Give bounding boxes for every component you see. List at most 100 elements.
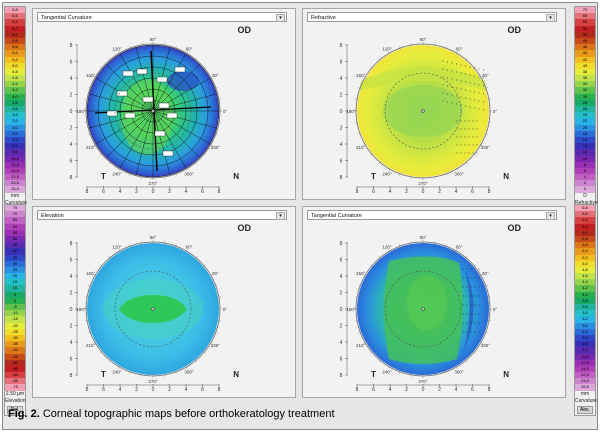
scale-value: 5,5 bbox=[5, 130, 25, 137]
scale-value: 70 bbox=[575, 7, 595, 14]
chevron-down-icon[interactable]: ▾ bbox=[276, 14, 285, 22]
data-dot bbox=[456, 95, 457, 97]
scale-value: 6,4 bbox=[575, 217, 595, 224]
curvature-value-tag bbox=[116, 90, 128, 97]
axis-tick-label: 0 bbox=[340, 109, 343, 115]
angle-label: 300° bbox=[184, 369, 194, 374]
color-scale-refractive: 70 65 60 55 50 48 46 44 42 40 38 36 34 32 30 28 26 24 22 20… bbox=[574, 6, 598, 218]
data-dot bbox=[478, 76, 480, 78]
map-type-dropdown[interactable]: Refractive ▾ bbox=[307, 12, 557, 22]
scale-value: -40 bbox=[5, 347, 25, 354]
angle-label: 60° bbox=[456, 47, 463, 52]
angle-tick bbox=[118, 366, 121, 369]
data-dot bbox=[456, 152, 458, 154]
data-dot bbox=[465, 97, 466, 99]
scale-value: 3,2 bbox=[5, 118, 25, 125]
angle-tick bbox=[100, 264, 103, 267]
scale-value: 32 bbox=[575, 87, 595, 94]
data-dot bbox=[462, 331, 464, 333]
data-dot bbox=[474, 268, 476, 270]
data-dot bbox=[474, 313, 476, 315]
angle-label: 30° bbox=[482, 73, 489, 78]
data-dot bbox=[469, 74, 471, 76]
chevron-down-icon[interactable]: ▾ bbox=[546, 14, 555, 22]
axis-tick-label: 4 bbox=[185, 387, 188, 393]
angle-tick bbox=[185, 366, 188, 369]
scale-value: 6,4 bbox=[5, 19, 25, 26]
scale-value: 3,4 bbox=[5, 112, 25, 119]
data-dot bbox=[478, 304, 480, 306]
scale-value: 3,6 bbox=[575, 304, 595, 311]
scale-value: 8 bbox=[575, 161, 595, 168]
chevron-down-icon[interactable]: ▾ bbox=[546, 212, 555, 220]
scale-value: 70 bbox=[5, 211, 25, 218]
angle-tick bbox=[378, 359, 381, 362]
data-dot bbox=[466, 268, 468, 270]
angle-tick bbox=[434, 43, 436, 47]
chevron-down-icon[interactable]: ▾ bbox=[276, 212, 285, 220]
angle-label: 0° bbox=[223, 307, 228, 312]
data-dot bbox=[469, 106, 471, 108]
axis-tick-label: 4 bbox=[70, 274, 73, 280]
angle-tick bbox=[85, 98, 89, 100]
data-dot bbox=[476, 128, 478, 130]
angle-tick bbox=[465, 58, 468, 61]
angle-tick bbox=[410, 373, 412, 377]
central-zone bbox=[407, 275, 447, 331]
axis-tick-label: 6 bbox=[70, 159, 73, 165]
scale-value: 40 bbox=[5, 248, 25, 255]
map-type-dropdown[interactable]: Tangential Curvature ▾ bbox=[37, 12, 287, 22]
curvature-value-tag bbox=[142, 96, 154, 103]
scale-value: 24 bbox=[575, 112, 595, 119]
data-dot bbox=[470, 268, 472, 270]
scale-value: 6,5 bbox=[575, 341, 595, 348]
angle-tick bbox=[203, 66, 206, 69]
data-dot bbox=[474, 304, 476, 306]
map-type-dropdown[interactable]: Tangential Curvature ▾ bbox=[307, 210, 557, 220]
data-dot bbox=[478, 92, 480, 94]
map-type-dropdown[interactable]: Elevation ▾ bbox=[37, 210, 287, 220]
angle-tick bbox=[484, 331, 488, 333]
data-dot bbox=[456, 128, 458, 130]
scale-value: 46 bbox=[575, 44, 595, 51]
angle-tick bbox=[210, 341, 213, 344]
apex-dot bbox=[422, 110, 424, 112]
data-dot bbox=[470, 295, 472, 297]
angle-tick bbox=[480, 274, 483, 277]
data-dot bbox=[460, 88, 462, 90]
scale-value: 5,5 bbox=[575, 328, 595, 335]
data-dot bbox=[468, 128, 470, 130]
angle-label: 180° bbox=[346, 307, 356, 312]
axis-tick-label: 2 bbox=[340, 126, 343, 132]
axis-tick-label: 0 bbox=[422, 387, 425, 393]
axis-tick-label: 4 bbox=[389, 189, 392, 195]
data-dot bbox=[470, 313, 472, 315]
axis-tick-label: 8 bbox=[70, 373, 73, 379]
angle-label: 120° bbox=[112, 245, 122, 250]
scale-mode-button[interactable]: Abs. bbox=[577, 405, 593, 414]
scale-value: 30 bbox=[575, 93, 595, 100]
data-dot bbox=[469, 90, 471, 92]
curvature-value-tag bbox=[136, 68, 148, 75]
angle-tick bbox=[358, 133, 362, 135]
scale-value: 34 bbox=[575, 81, 595, 88]
axis-tick-label: 4 bbox=[185, 189, 188, 195]
angle-tick bbox=[388, 249, 391, 252]
axis-tick-label: 6 bbox=[340, 60, 343, 66]
scale-value: 48 bbox=[575, 37, 595, 45]
scale-value: -60 bbox=[5, 372, 25, 379]
scale-mode-button[interactable]: Rel. bbox=[7, 405, 23, 414]
axis-tick-label: 4 bbox=[70, 340, 73, 346]
angle-label: 60° bbox=[456, 245, 463, 250]
temporal-label: T bbox=[101, 370, 106, 379]
angle-tick bbox=[487, 320, 491, 322]
axis-tick-label: 4 bbox=[340, 76, 343, 82]
angle-label: 180° bbox=[76, 307, 86, 312]
scale-value: 65 bbox=[575, 13, 595, 20]
data-dot bbox=[451, 78, 453, 80]
angle-label: 270° bbox=[148, 181, 158, 186]
axis-tick-label: 4 bbox=[70, 142, 73, 148]
axis-tick-label: 6 bbox=[372, 387, 375, 393]
scale-value: 3,0 bbox=[5, 124, 25, 131]
angle-label: 330° bbox=[211, 145, 221, 150]
